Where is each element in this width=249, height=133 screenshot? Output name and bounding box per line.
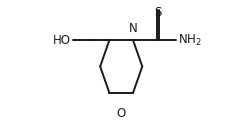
Text: HO: HO	[53, 34, 71, 47]
Text: S: S	[154, 6, 162, 19]
Text: O: O	[117, 107, 126, 120]
Text: NH$_2$: NH$_2$	[178, 33, 202, 48]
Text: N: N	[129, 22, 137, 35]
